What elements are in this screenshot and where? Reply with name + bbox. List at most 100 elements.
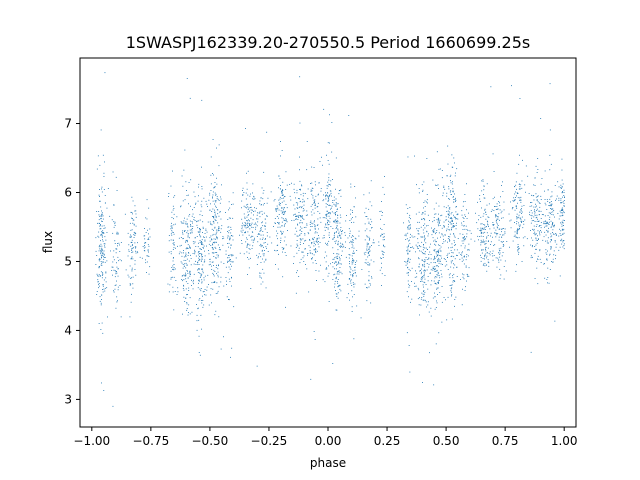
- data-point: [545, 222, 547, 224]
- data-point: [560, 184, 562, 186]
- data-point: [408, 283, 409, 285]
- data-point: [334, 262, 335, 264]
- data-point: [548, 224, 550, 225]
- data-point: [486, 252, 488, 254]
- data-point: [293, 219, 295, 221]
- data-point: [408, 221, 410, 223]
- data-point: [129, 222, 131, 224]
- data-point: [259, 233, 261, 235]
- data-point: [314, 203, 316, 205]
- data-point: [526, 238, 528, 240]
- data-point: [514, 193, 516, 195]
- data-point: [438, 282, 439, 283]
- data-point: [480, 254, 481, 256]
- data-point: [300, 222, 302, 224]
- data-point: [325, 192, 326, 194]
- data-point: [534, 231, 536, 233]
- data-point: [384, 239, 385, 241]
- data-point: [187, 194, 189, 196]
- data-point: [194, 237, 196, 238]
- data-point: [289, 184, 291, 185]
- data-point: [301, 216, 303, 218]
- data-point: [172, 286, 174, 288]
- data-point: [299, 189, 300, 190]
- data-point: [174, 291, 176, 292]
- data-point: [299, 169, 300, 171]
- data-point: [135, 225, 137, 227]
- data-point: [490, 86, 492, 88]
- data-point: [550, 246, 552, 248]
- data-point: [262, 198, 264, 200]
- data-point: [179, 245, 181, 247]
- data-point: [324, 226, 326, 228]
- data-point: [533, 220, 535, 221]
- data-point: [248, 267, 250, 269]
- data-point: [333, 258, 335, 260]
- data-point: [115, 284, 117, 286]
- data-point: [499, 205, 501, 206]
- data-point: [124, 213, 126, 215]
- data-point: [483, 185, 485, 187]
- data-point: [218, 228, 219, 230]
- data-point: [560, 222, 561, 224]
- data-point: [100, 254, 102, 256]
- data-point: [518, 184, 520, 185]
- data-point: [328, 272, 330, 274]
- data-point: [488, 253, 490, 254]
- data-point: [543, 263, 545, 265]
- data-point: [326, 195, 328, 196]
- data-point: [215, 193, 217, 195]
- data-point: [266, 235, 268, 237]
- data-point: [228, 299, 229, 300]
- data-point: [367, 264, 369, 266]
- data-point: [500, 212, 502, 214]
- data-point: [417, 287, 419, 289]
- data-point: [331, 122, 333, 123]
- data-point: [315, 248, 316, 249]
- data-point: [104, 243, 106, 245]
- data-point: [246, 188, 248, 190]
- data-point: [113, 221, 115, 223]
- data-point: [407, 253, 409, 255]
- data-point: [336, 276, 337, 278]
- data-point: [476, 222, 478, 224]
- data-point: [407, 258, 409, 260]
- data-point: [246, 220, 248, 221]
- data-point: [501, 210, 503, 212]
- data-point: [198, 269, 200, 271]
- data-point: [550, 196, 552, 198]
- data-point: [563, 232, 565, 234]
- data-point: [186, 264, 188, 266]
- data-point: [203, 247, 204, 249]
- data-point: [446, 175, 448, 177]
- data-point: [350, 236, 352, 238]
- data-point: [186, 294, 187, 296]
- data-point: [128, 276, 130, 278]
- data-point: [316, 237, 318, 239]
- y-tick-label: 5: [64, 254, 72, 268]
- data-point: [100, 304, 102, 306]
- data-point: [477, 235, 479, 237]
- data-point: [135, 250, 136, 252]
- data-point: [497, 227, 499, 229]
- data-point: [417, 247, 418, 249]
- data-point: [231, 277, 232, 279]
- data-point: [278, 187, 279, 189]
- data-point: [517, 246, 518, 248]
- data-point: [207, 221, 209, 223]
- data-point: [430, 284, 432, 286]
- data-point: [185, 223, 187, 225]
- data-point: [242, 229, 244, 231]
- data-point: [218, 165, 220, 167]
- data-point: [199, 288, 201, 290]
- data-point: [214, 209, 215, 211]
- data-point: [439, 261, 441, 262]
- data-point: [214, 182, 216, 183]
- data-point: [350, 213, 351, 215]
- data-point: [355, 262, 356, 263]
- data-point: [437, 250, 439, 252]
- data-point: [535, 244, 537, 246]
- data-point: [261, 250, 263, 252]
- data-point: [465, 259, 467, 261]
- data-point: [453, 235, 455, 237]
